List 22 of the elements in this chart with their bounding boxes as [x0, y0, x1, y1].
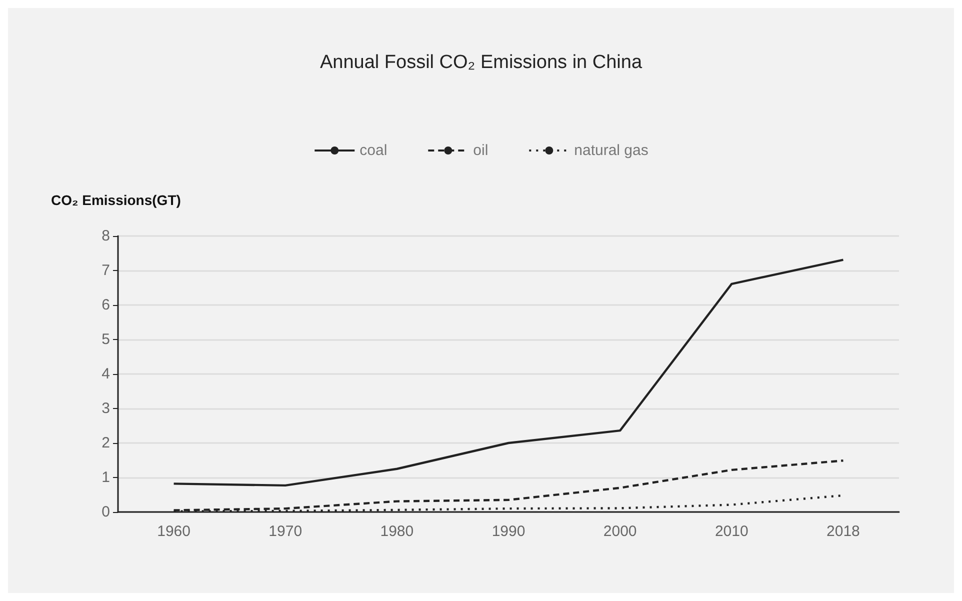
y-tick-label: 2 — [102, 434, 110, 452]
y-tick-label: 6 — [102, 296, 110, 314]
y-tick-label: 3 — [102, 400, 110, 417]
y-tick-label: 7 — [102, 262, 110, 279]
x-tick-label: 1980 — [380, 523, 414, 540]
x-tick-label: 2010 — [714, 523, 748, 540]
y-tick-label: 1 — [102, 469, 110, 486]
x-tick-label: 2000 — [603, 523, 637, 540]
x-tick-label: 2018 — [826, 523, 860, 540]
y-tick-label: 0 — [102, 504, 110, 520]
legend-label: oil — [473, 142, 488, 159]
y-tick-label: 5 — [102, 331, 110, 348]
x-tick-label: 1990 — [492, 523, 526, 540]
y-axis-title: CO₂ Emissions(GT) — [51, 192, 181, 208]
line-series — [172, 258, 844, 487]
x-tick-label: 1960 — [157, 523, 190, 540]
y-tick-label: 4 — [102, 366, 110, 382]
chart-title: Annual Fossil CO₂ Emissions in China — [320, 52, 642, 73]
legend-label: natural gas — [574, 142, 648, 159]
x-tick-label: 1970 — [268, 523, 302, 540]
y-tick-label: 8 — [102, 228, 110, 244]
legend-label: coal — [360, 142, 388, 159]
